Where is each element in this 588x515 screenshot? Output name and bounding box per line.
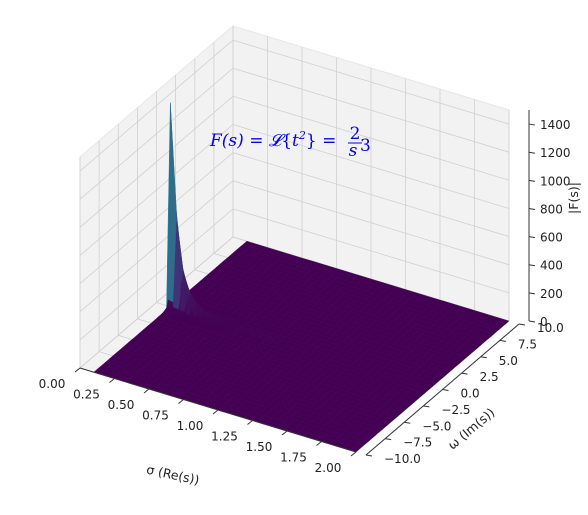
surface-plot <box>93 102 510 453</box>
x-tick-mark <box>316 441 322 446</box>
y-tick-mark <box>518 323 526 326</box>
z-tick-mark <box>528 207 536 210</box>
z-tick-mark <box>528 320 536 323</box>
grid-line-z <box>79 208 510 341</box>
x-tick-label: 0.50 <box>108 398 135 412</box>
z-tick-mark <box>528 292 536 295</box>
tick-labels: 0.000.250.500.751.001.251.501.752.00−10.… <box>39 118 571 475</box>
grid-line-z <box>79 124 510 256</box>
y-tick-label: 5.0 <box>499 354 518 368</box>
y-tick-mark <box>404 421 411 424</box>
y-tick-label: 7.5 <box>518 337 537 351</box>
x-tick-mark <box>281 430 288 436</box>
x-tick-label: 0.00 <box>39 377 66 391</box>
x-tick-label: 0.75 <box>142 409 169 423</box>
y-tick-mark <box>480 356 487 359</box>
formula-arg: t <box>292 131 299 151</box>
y-tick-mark <box>499 339 506 342</box>
z-tick-mark <box>528 151 536 154</box>
formula-denominator-power: 3 <box>360 136 371 156</box>
formula-numerator: 2 <box>350 124 361 144</box>
x-tick-label: 1.50 <box>246 440 273 454</box>
formula-denominator: s <box>349 141 358 161</box>
z-tick-label: 1400 <box>540 118 571 132</box>
x-axis-label: σ (Re(s)) <box>145 462 201 488</box>
x-tick-label: 1.75 <box>280 451 307 465</box>
x-tick-label: 2.00 <box>315 461 342 475</box>
z-tick-label: 200 <box>540 287 563 301</box>
y-tick-label: −2.5 <box>441 403 470 417</box>
x-tick-label: 0.25 <box>73 388 100 402</box>
x-tick-mark <box>247 420 253 425</box>
x-tick-mark <box>109 378 115 383</box>
x-tick-mark <box>350 451 357 457</box>
x-tick-mark <box>143 388 150 394</box>
z-tick-mark <box>528 123 536 126</box>
formula-close-brace: } <box>306 131 317 151</box>
y-tick-label: −10.0 <box>384 452 421 466</box>
y-tick-mark <box>385 438 392 441</box>
y-tick-mark <box>423 405 430 408</box>
y-tick-label: −7.5 <box>403 436 432 450</box>
formula-annotation: F(s) = 𝓛{t2} = <box>209 129 336 151</box>
formula-equals-1: = <box>244 131 269 151</box>
z-tick-mark <box>528 236 536 239</box>
z-tick-label: 600 <box>540 231 563 245</box>
grid-line-z <box>79 180 510 313</box>
grid-line-z <box>79 67 510 200</box>
x-tick-mark <box>74 367 81 373</box>
y-tick-label: 2.5 <box>480 370 499 384</box>
y-tick-mark <box>365 454 373 457</box>
z-tick-label: 0 <box>540 315 548 329</box>
grid-line-z <box>79 39 510 172</box>
z-tick-mark <box>528 264 536 267</box>
x-tick-label: 1.00 <box>177 419 204 433</box>
formula-open-brace: { <box>281 131 292 151</box>
formula-lhs: F(s) <box>209 131 244 151</box>
x-tick-mark <box>178 399 184 404</box>
z-tick-label: 800 <box>540 203 563 217</box>
grid-line-z <box>79 152 510 284</box>
x-tick-mark <box>212 409 219 415</box>
x-tick-label: 1.25 <box>211 430 238 444</box>
y-tick-mark <box>461 372 468 375</box>
y-tick-label: 10.0 <box>537 321 564 335</box>
z-tick-label: 1000 <box>540 174 571 188</box>
formula-equals-2: = <box>317 131 337 151</box>
y-tick-label: 0.0 <box>461 387 480 401</box>
y-tick-label: −5.0 <box>422 419 451 433</box>
z-tick-label: 1200 <box>540 146 571 160</box>
z-tick-label: 400 <box>540 259 563 273</box>
z-axis-label: |F(s)| <box>566 182 581 214</box>
grid-line-z <box>79 95 510 228</box>
y-tick-mark <box>442 389 449 391</box>
z-tick-mark <box>528 179 536 182</box>
formula-arg-power: 2 <box>298 129 306 142</box>
